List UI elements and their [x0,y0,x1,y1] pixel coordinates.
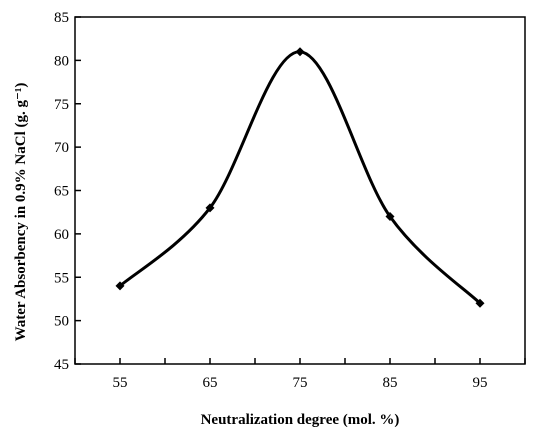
x-tick-label: 85 [383,375,398,391]
x-tick-label: 65 [203,375,218,391]
y-tick-label: 55 [54,270,69,286]
data-point [205,203,215,213]
y-tick-label: 85 [54,10,69,26]
y-tick-label: 75 [54,97,69,113]
x-tick-label: 55 [113,375,128,391]
plot-area: 45 50 55 60 65 70 75 80 85 55 65 75 85 95 [54,10,526,391]
y-tick-label: 45 [54,357,69,373]
y-tick-label: 60 [54,227,69,243]
data-point [385,212,395,222]
y-tick-label: 65 [54,184,69,200]
series-line [119,50,482,305]
y-tick-label: 80 [54,53,69,69]
y-tick-label: 70 [54,140,69,156]
plot-frame [74,16,526,365]
data-point [115,281,125,291]
y-tick-label: 50 [54,314,69,330]
data-point [295,47,305,57]
x-tick-label: 95 [473,375,488,391]
data-point [475,298,485,308]
x-axis-title: Neutralization degree (mol. %) [201,412,400,428]
y-axis-title: Water Absorbency in 0.9% NaCl (g. g⁻¹) [13,83,29,342]
x-tick-label: 75 [293,375,308,391]
